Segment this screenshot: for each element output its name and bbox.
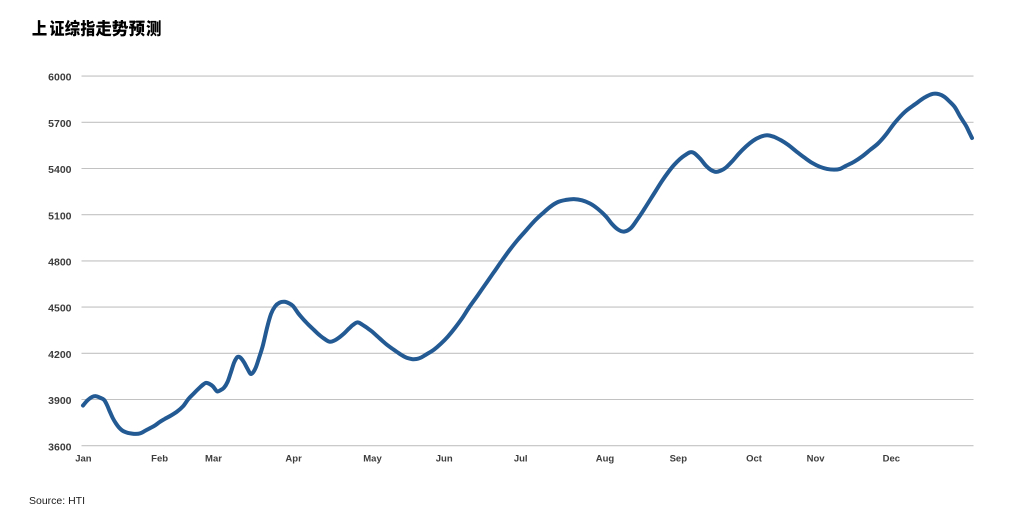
svg-text:4200: 4200 (48, 349, 72, 361)
svg-text:Sep: Sep (670, 453, 688, 464)
svg-text:Aug: Aug (596, 453, 615, 464)
svg-text:5100: 5100 (48, 210, 72, 222)
svg-text:Mar: Mar (205, 453, 222, 464)
svg-text:Jan: Jan (75, 453, 92, 464)
svg-text:Dec: Dec (883, 453, 900, 464)
svg-text:Apr: Apr (285, 453, 302, 464)
svg-text:4800: 4800 (48, 257, 72, 269)
svg-text:Oct: Oct (746, 453, 763, 464)
svg-text:5400: 5400 (48, 164, 72, 176)
svg-text:May: May (363, 453, 382, 464)
svg-text:Nov: Nov (807, 453, 826, 464)
svg-text:3900: 3900 (48, 395, 72, 407)
svg-text:4500: 4500 (48, 303, 72, 315)
svg-text:5700: 5700 (48, 118, 72, 130)
svg-text:Jun: Jun (436, 453, 453, 464)
svg-text:6000: 6000 (48, 72, 72, 84)
svg-text:Source: HTI: Source: HTI (29, 495, 85, 507)
svg-text:3600: 3600 (48, 441, 72, 453)
svg-text:Feb: Feb (151, 453, 168, 464)
svg-text:Jul: Jul (514, 453, 528, 464)
